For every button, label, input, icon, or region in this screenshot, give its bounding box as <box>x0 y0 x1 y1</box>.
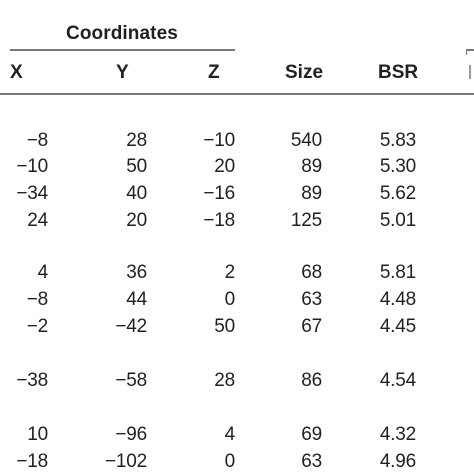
cell-z: −16 <box>203 183 235 204</box>
cell-y: 40 <box>126 183 147 204</box>
cell-x: 4 <box>37 262 49 283</box>
cell-y: 50 <box>126 156 147 177</box>
cell-z: 0 <box>224 289 236 310</box>
cell-z: 0 <box>224 451 236 472</box>
cell-bsr: 4.54 <box>379 370 416 391</box>
cell-z: 50 <box>214 316 235 337</box>
cell-size: 125 <box>290 210 322 231</box>
cell-z: 4 <box>224 424 236 445</box>
column-header-y: Y <box>116 62 129 83</box>
column-header-z: Z <box>208 62 220 83</box>
cell-x: −8 <box>26 130 48 151</box>
cell-y: 28 <box>126 130 147 151</box>
next-group-rule <box>466 49 474 51</box>
cell-y: 44 <box>126 289 147 310</box>
cell-bsr: 5.30 <box>379 156 416 177</box>
cell-z: −18 <box>203 210 235 231</box>
cell-size: 89 <box>301 183 322 204</box>
column-header-x: X <box>10 62 23 83</box>
cell-bsr: 4.45 <box>379 316 416 337</box>
cell-z: 28 <box>214 370 235 391</box>
cell-size: 69 <box>301 424 322 445</box>
cell-y: 36 <box>126 262 147 283</box>
cell-bsr: 5.83 <box>379 130 416 151</box>
cell-y: −58 <box>115 370 147 391</box>
cell-x: −8 <box>26 289 48 310</box>
cell-x: −2 <box>26 316 48 337</box>
cell-x: 24 <box>27 210 48 231</box>
cell-size: 63 <box>301 289 322 310</box>
cell-z: 20 <box>214 156 235 177</box>
cell-bsr: 4.48 <box>379 289 416 310</box>
cell-y: 20 <box>126 210 147 231</box>
cell-bsr: 4.96 <box>379 451 416 472</box>
column-header-bsr: BSR <box>378 62 419 83</box>
cell-size: 86 <box>301 370 322 391</box>
cell-x: −10 <box>16 156 48 177</box>
column-header-size: Size <box>285 62 324 83</box>
cell-x: −34 <box>16 183 48 204</box>
cell-size: 63 <box>301 451 322 472</box>
clipped-header-fragment <box>469 65 471 79</box>
cell-size: 68 <box>301 262 322 283</box>
cell-y: −42 <box>115 316 147 337</box>
cell-x: −38 <box>16 370 48 391</box>
cell-z: −10 <box>203 130 235 151</box>
cell-x: −18 <box>16 451 48 472</box>
cell-y: −96 <box>115 424 147 445</box>
cell-size: 89 <box>301 156 322 177</box>
cell-bsr: 5.81 <box>379 262 416 283</box>
group-header-rule <box>10 49 235 51</box>
next-group-rule-tick <box>466 49 468 55</box>
cell-size: 67 <box>301 316 322 337</box>
cell-z: 2 <box>224 262 236 283</box>
cell-bsr: 5.62 <box>379 183 416 204</box>
cell-bsr: 5.01 <box>379 210 416 231</box>
cell-size: 540 <box>290 130 322 151</box>
group-header-coordinates: Coordinates <box>66 23 178 44</box>
cell-y: −102 <box>105 451 147 472</box>
header-bottom-rule <box>0 93 474 95</box>
cell-x: 10 <box>27 424 48 445</box>
cell-bsr: 4.32 <box>379 424 416 445</box>
